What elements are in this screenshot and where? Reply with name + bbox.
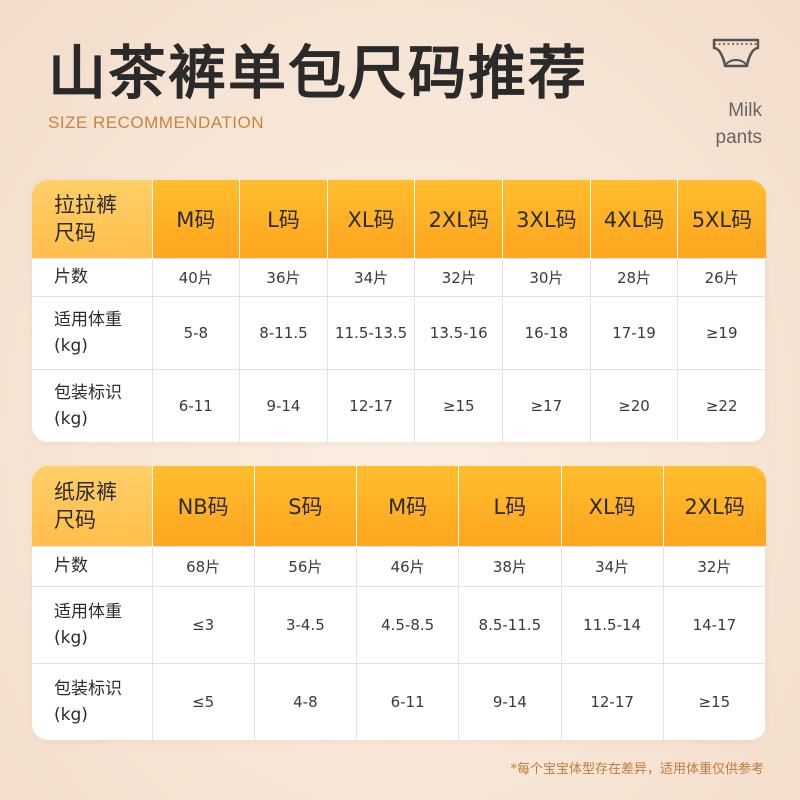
table-cell: 16-18 <box>502 296 591 371</box>
row-label: 片数 <box>32 257 153 298</box>
size-header: L码 <box>239 180 328 258</box>
size-header: S码 <box>254 466 358 546</box>
size-header: XL码 <box>561 466 664 546</box>
table-cell: 9-14 <box>239 369 328 442</box>
table-cell: 13.5-16 <box>414 296 504 371</box>
row-label: 适用体重 (kg) <box>32 296 153 371</box>
table-cell: 40片 <box>151 257 241 298</box>
table-cell: ≥15 <box>662 663 766 740</box>
table-header-row: 纸尿裤 尺码 NB码 S码 M码 L码 XL码 2XL码 <box>32 466 766 546</box>
table-cell: 28片 <box>589 257 679 298</box>
table-cell: ≥22 <box>677 369 766 442</box>
size-header: NB码 <box>152 466 255 546</box>
table-cell: 5-8 <box>151 296 241 371</box>
corner-line1: 纸尿裤 <box>54 479 117 504</box>
size-header: 2XL码 <box>414 180 504 258</box>
table-cell: 4-8 <box>253 663 358 740</box>
size-header: XL码 <box>327 180 416 258</box>
page-subtitle: SIZE RECOMMENDATION <box>48 113 265 132</box>
table-cell: ≥19 <box>677 296 766 371</box>
size-header: 2XL码 <box>663 466 766 546</box>
table-cell: 46片 <box>355 545 460 588</box>
table-cell: 12-17 <box>326 369 416 442</box>
table-cell: ≥20 <box>589 369 679 442</box>
table-cell: 30片 <box>502 257 591 298</box>
table-cell: ≥15 <box>414 369 504 442</box>
table-cell: 6-11 <box>151 369 241 442</box>
table-cell: ≤5 <box>151 663 255 740</box>
size-header: 5XL码 <box>677 180 766 258</box>
footnote: *每个宝宝体型存在差异，适用体重仅供参考 <box>510 762 764 777</box>
row-label: 包装标识 (kg) <box>32 369 153 442</box>
table-cell: ≥17 <box>502 369 591 442</box>
diaper-size-table: 纸尿裤 尺码 NB码 S码 M码 L码 XL码 2XL码 片数 68片 56片 … <box>32 466 766 740</box>
size-header: M码 <box>152 180 241 258</box>
icon-label: Milk pants <box>716 97 762 151</box>
table-cell: 26片 <box>677 257 766 298</box>
table-cell: 34片 <box>560 545 664 588</box>
corner-line2: 尺码 <box>54 507 96 532</box>
table-cell: 32片 <box>662 545 766 588</box>
table-cell: 4.5-8.5 <box>355 586 460 665</box>
table-cell: 56片 <box>253 545 358 588</box>
table-cell: 12-17 <box>560 663 664 740</box>
size-header: 4XL码 <box>590 180 679 258</box>
corner-line2: 尺码 <box>54 220 96 245</box>
size-header: 3XL码 <box>502 180 591 258</box>
table-row: 片数 68片 56片 46片 38片 34片 32片 <box>32 545 766 588</box>
table-row: 包装标识 (kg) ≤5 4-8 6-11 9-14 12-17 ≥15 <box>32 663 766 740</box>
table-cell: 36片 <box>239 257 328 298</box>
table-cell: 11.5-14 <box>560 586 664 665</box>
table-row: 适用体重 (kg) ≤3 3-4.5 4.5-8.5 8.5-11.5 11.5-… <box>32 586 766 665</box>
corner-cell: 拉拉裤 尺码 <box>32 180 153 258</box>
table-cell: 32片 <box>414 257 504 298</box>
table-row: 适用体重 (kg) 5-8 8-11.5 11.5-13.5 13.5-16 16… <box>32 296 766 371</box>
row-label: 适用体重 (kg) <box>32 586 153 665</box>
diaper-icon <box>711 34 761 74</box>
size-header: M码 <box>356 466 460 546</box>
table-cell: 17-19 <box>589 296 679 371</box>
pull-up-pants-size-table: 拉拉裤 尺码 M码 L码 XL码 2XL码 3XL码 4XL码 5XL码 片数 … <box>32 180 766 442</box>
table-row: 包装标识 (kg) 6-11 9-14 12-17 ≥15 ≥17 ≥20 ≥22 <box>32 369 766 442</box>
table-cell: 9-14 <box>458 663 562 740</box>
table-cell: 38片 <box>458 545 562 588</box>
row-label: 包装标识 (kg) <box>32 663 153 740</box>
corner-cell: 纸尿裤 尺码 <box>32 466 153 546</box>
icon-label-line2: pants <box>715 127 762 148</box>
row-label: 片数 <box>32 545 153 588</box>
table-cell: 34片 <box>326 257 416 298</box>
table-cell: 14-17 <box>662 586 766 665</box>
table-cell: 11.5-13.5 <box>326 296 416 371</box>
table-cell: 68片 <box>151 545 255 588</box>
table-cell: 8.5-11.5 <box>458 586 562 665</box>
page-title: 山茶裤单包尺码推荐 <box>48 39 589 107</box>
table-row: 片数 40片 36片 34片 32片 30片 28片 26片 <box>32 257 766 298</box>
icon-label-line1: Milk <box>728 100 762 121</box>
corner-line1: 拉拉裤 <box>54 192 117 217</box>
table-header-row: 拉拉裤 尺码 M码 L码 XL码 2XL码 3XL码 4XL码 5XL码 <box>32 180 766 258</box>
size-header: L码 <box>458 466 562 546</box>
table-cell: ≤3 <box>151 586 255 665</box>
table-cell: 8-11.5 <box>239 296 328 371</box>
table-cell: 6-11 <box>355 663 460 740</box>
table-cell: 3-4.5 <box>253 586 358 665</box>
